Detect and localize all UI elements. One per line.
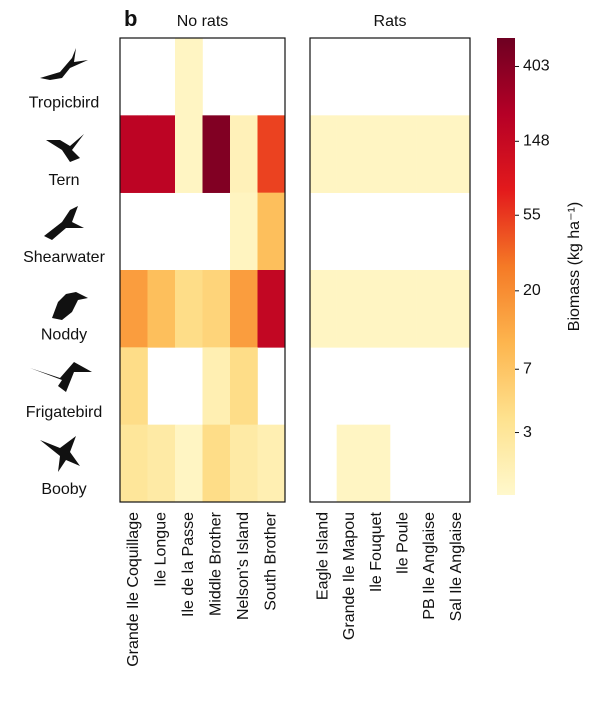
colorbar-tick-label: 148 [523,133,550,150]
column-label: Nelson's Island [235,512,252,620]
cell [363,424,391,503]
column-label: PB Ile Anglaise [421,512,438,620]
shearwater-icon [44,206,84,240]
cell [336,115,364,193]
cell [147,115,176,193]
cell [120,347,148,425]
cell [175,38,203,116]
colorbar-tick-label: 403 [523,58,550,75]
tropicbird-icon [40,48,88,80]
cell [175,115,203,193]
cell [230,347,258,425]
cell [363,115,391,193]
panel-frame [119,37,286,503]
colorbar-tick-label: 55 [523,206,541,223]
row-label: Booby [41,481,86,498]
cell [175,424,203,503]
cell [230,115,258,193]
cell [363,270,391,348]
column-label: Ile de la Passe [180,512,197,617]
cell [202,347,231,425]
frigatebird-icon [30,362,92,392]
cell [443,270,471,348]
column-label: Middle Brother [207,511,224,616]
tern-icon [46,134,84,162]
column-label: Eagle Island [315,512,332,600]
cell [390,270,417,348]
cell [120,270,148,348]
column-label: Sal Ile Anglaise [448,512,465,622]
cell [257,270,286,348]
cell [120,115,148,193]
booby-icon [40,436,80,472]
row-label: Tern [48,172,79,189]
column-label: Grande Ile Coquillage [125,512,142,667]
cell [230,424,258,503]
colorbar-tick-label: 20 [523,282,541,299]
cell [336,270,364,348]
cell [120,424,148,503]
cell [416,270,444,348]
cell [230,192,258,271]
colorbar-tick-label: 7 [523,360,532,377]
panel-label: b [124,6,137,31]
cell [147,424,176,503]
column-label: Ile Longue [152,512,169,587]
cell [230,270,258,348]
cell [336,424,364,503]
column-label: Grande Ile Mapou [341,512,358,640]
panel-title: No rats [177,13,229,30]
cell [443,115,471,193]
cell [310,270,337,348]
cell [390,115,417,193]
cell [202,424,231,503]
cell [202,270,231,348]
row-label: Noddy [41,327,87,344]
noddy-icon [52,292,88,320]
bird-icons [30,48,92,472]
colorbar-label: Biomass (kg ha⁻¹) [566,202,583,331]
cell [175,270,203,348]
cell [257,424,286,503]
cell [147,270,176,348]
column-label: South Brother [262,511,279,610]
row-label: Tropicbird [29,95,100,112]
colorbar [497,38,515,495]
cell [416,115,444,193]
row-label: Frigatebird [26,404,102,421]
column-label: Ile Poule [395,512,412,574]
cell [202,115,231,193]
column-label: Ile Fouquet [368,511,385,592]
panel-frame [309,37,471,503]
cell [310,115,337,193]
panel-title: Rats [374,13,407,30]
colorbar-tick-label: 3 [523,424,532,441]
row-label: Shearwater [23,249,105,266]
cell [257,115,286,193]
cell [257,192,286,271]
